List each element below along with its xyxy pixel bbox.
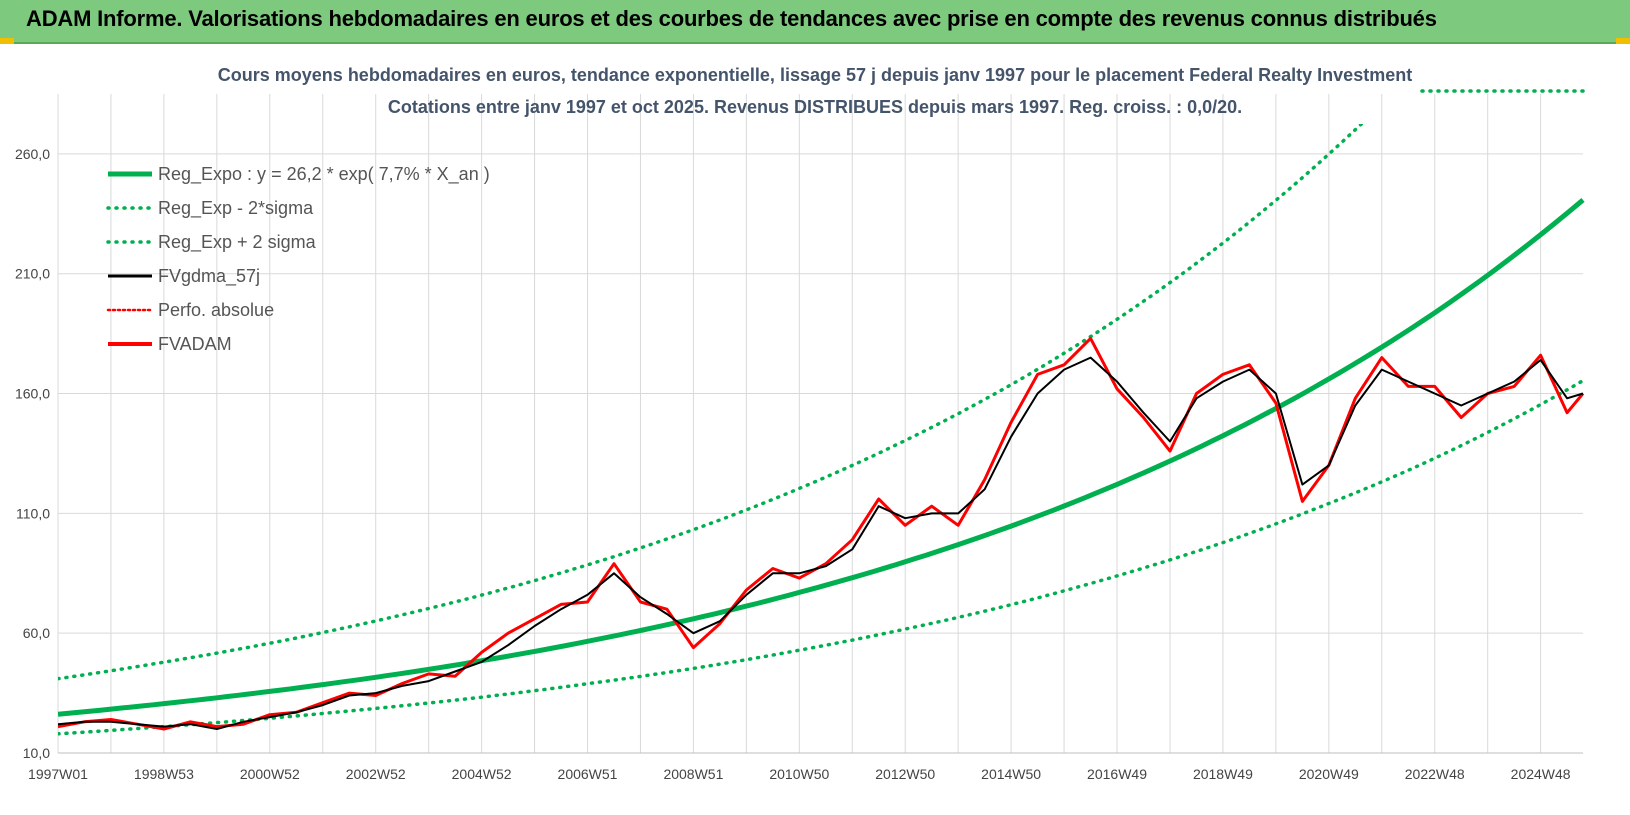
legend-label: FVADAM: [158, 334, 232, 354]
y-tick-label: 10,0: [23, 745, 50, 761]
x-tick-label: 2016W49: [1087, 766, 1147, 782]
upper-band-line: [58, 124, 1364, 681]
x-tick-label: 2012W50: [875, 766, 935, 782]
corner-marker-left: [0, 38, 14, 44]
x-tick-label: 2000W52: [240, 766, 300, 782]
legend-label: FVgdma_57j: [158, 266, 260, 287]
banner-title: ADAM Informe. Valorisations hebdomadaire…: [26, 6, 1437, 31]
corner-marker-right: [1616, 38, 1630, 44]
x-tick-label: 2010W50: [769, 766, 829, 782]
legend-label: Reg_Exp + 2 sigma: [158, 232, 317, 253]
x-tick-label: 2006W51: [558, 766, 618, 782]
chart-axes: 10,0 60,0 110,0 160,0 210,0 260,0 1997W01 1998W…: [15, 146, 1583, 782]
moving-average-line: [58, 356, 1584, 730]
legend-label: Perfo. absolue: [158, 300, 274, 320]
y-tick-label: 110,0: [16, 505, 50, 521]
x-tick-label: 2008W51: [663, 766, 723, 782]
x-tick-label: 1997W01: [28, 766, 88, 782]
lower-band-line: [58, 378, 1585, 736]
y-tick-label: 260,0: [15, 146, 50, 162]
x-tick-label: 2002W52: [346, 766, 406, 782]
x-tick-label: 2020W49: [1299, 766, 1359, 782]
legend-label: Reg_Expo : y = 26,2 * exp( 7,7% * X_an ): [158, 164, 490, 185]
chart-subtitle-line-2: Cotations entre janv 1997 et oct 2025. R…: [388, 97, 1242, 117]
chart-legend: Reg_Expo : y = 26,2 * exp( 7,7% * X_an )…: [106, 89, 1586, 354]
chart-series: [58, 124, 1585, 736]
x-tick-label: 2024W48: [1511, 766, 1571, 782]
x-tick-label: 2018W49: [1193, 766, 1253, 782]
x-tick-label: 2004W52: [452, 766, 512, 782]
price-line: [58, 336, 1585, 731]
y-tick-label: 210,0: [15, 266, 50, 282]
y-tick-label: 60,0: [23, 625, 50, 641]
x-tick-label: 2014W50: [981, 766, 1041, 782]
line-chart: 10,0 60,0 110,0 160,0 210,0 260,0 1997W01 1998W…: [15, 65, 1586, 782]
x-tick-label: 2022W48: [1405, 766, 1465, 782]
chart-subtitle-line-1: Cours moyens hebdomadaires en euros, ten…: [218, 65, 1412, 85]
chart-grid: [57, 94, 1583, 754]
legend-label: Reg_Exp - 2*sigma: [158, 198, 314, 219]
y-tick-label: 160,0: [15, 386, 50, 402]
title-banner: ADAM Informe. Valorisations hebdomadaire…: [0, 0, 1630, 44]
x-tick-label: 1998W53: [134, 766, 194, 782]
trend-line: [58, 197, 1585, 717]
